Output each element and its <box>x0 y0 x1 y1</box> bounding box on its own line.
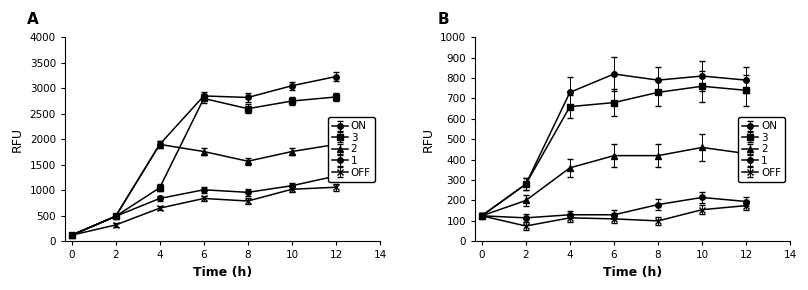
X-axis label: Time (h): Time (h) <box>193 266 252 279</box>
Legend: ON, 3, 2, 1, OFF: ON, 3, 2, 1, OFF <box>328 117 375 182</box>
X-axis label: Time (h): Time (h) <box>603 266 663 279</box>
Legend: ON, 3, 2, 1, OFF: ON, 3, 2, 1, OFF <box>738 117 785 182</box>
Y-axis label: RFU: RFU <box>11 127 24 152</box>
Text: A: A <box>27 12 39 27</box>
Text: B: B <box>437 12 449 27</box>
Y-axis label: RFU: RFU <box>422 127 435 152</box>
